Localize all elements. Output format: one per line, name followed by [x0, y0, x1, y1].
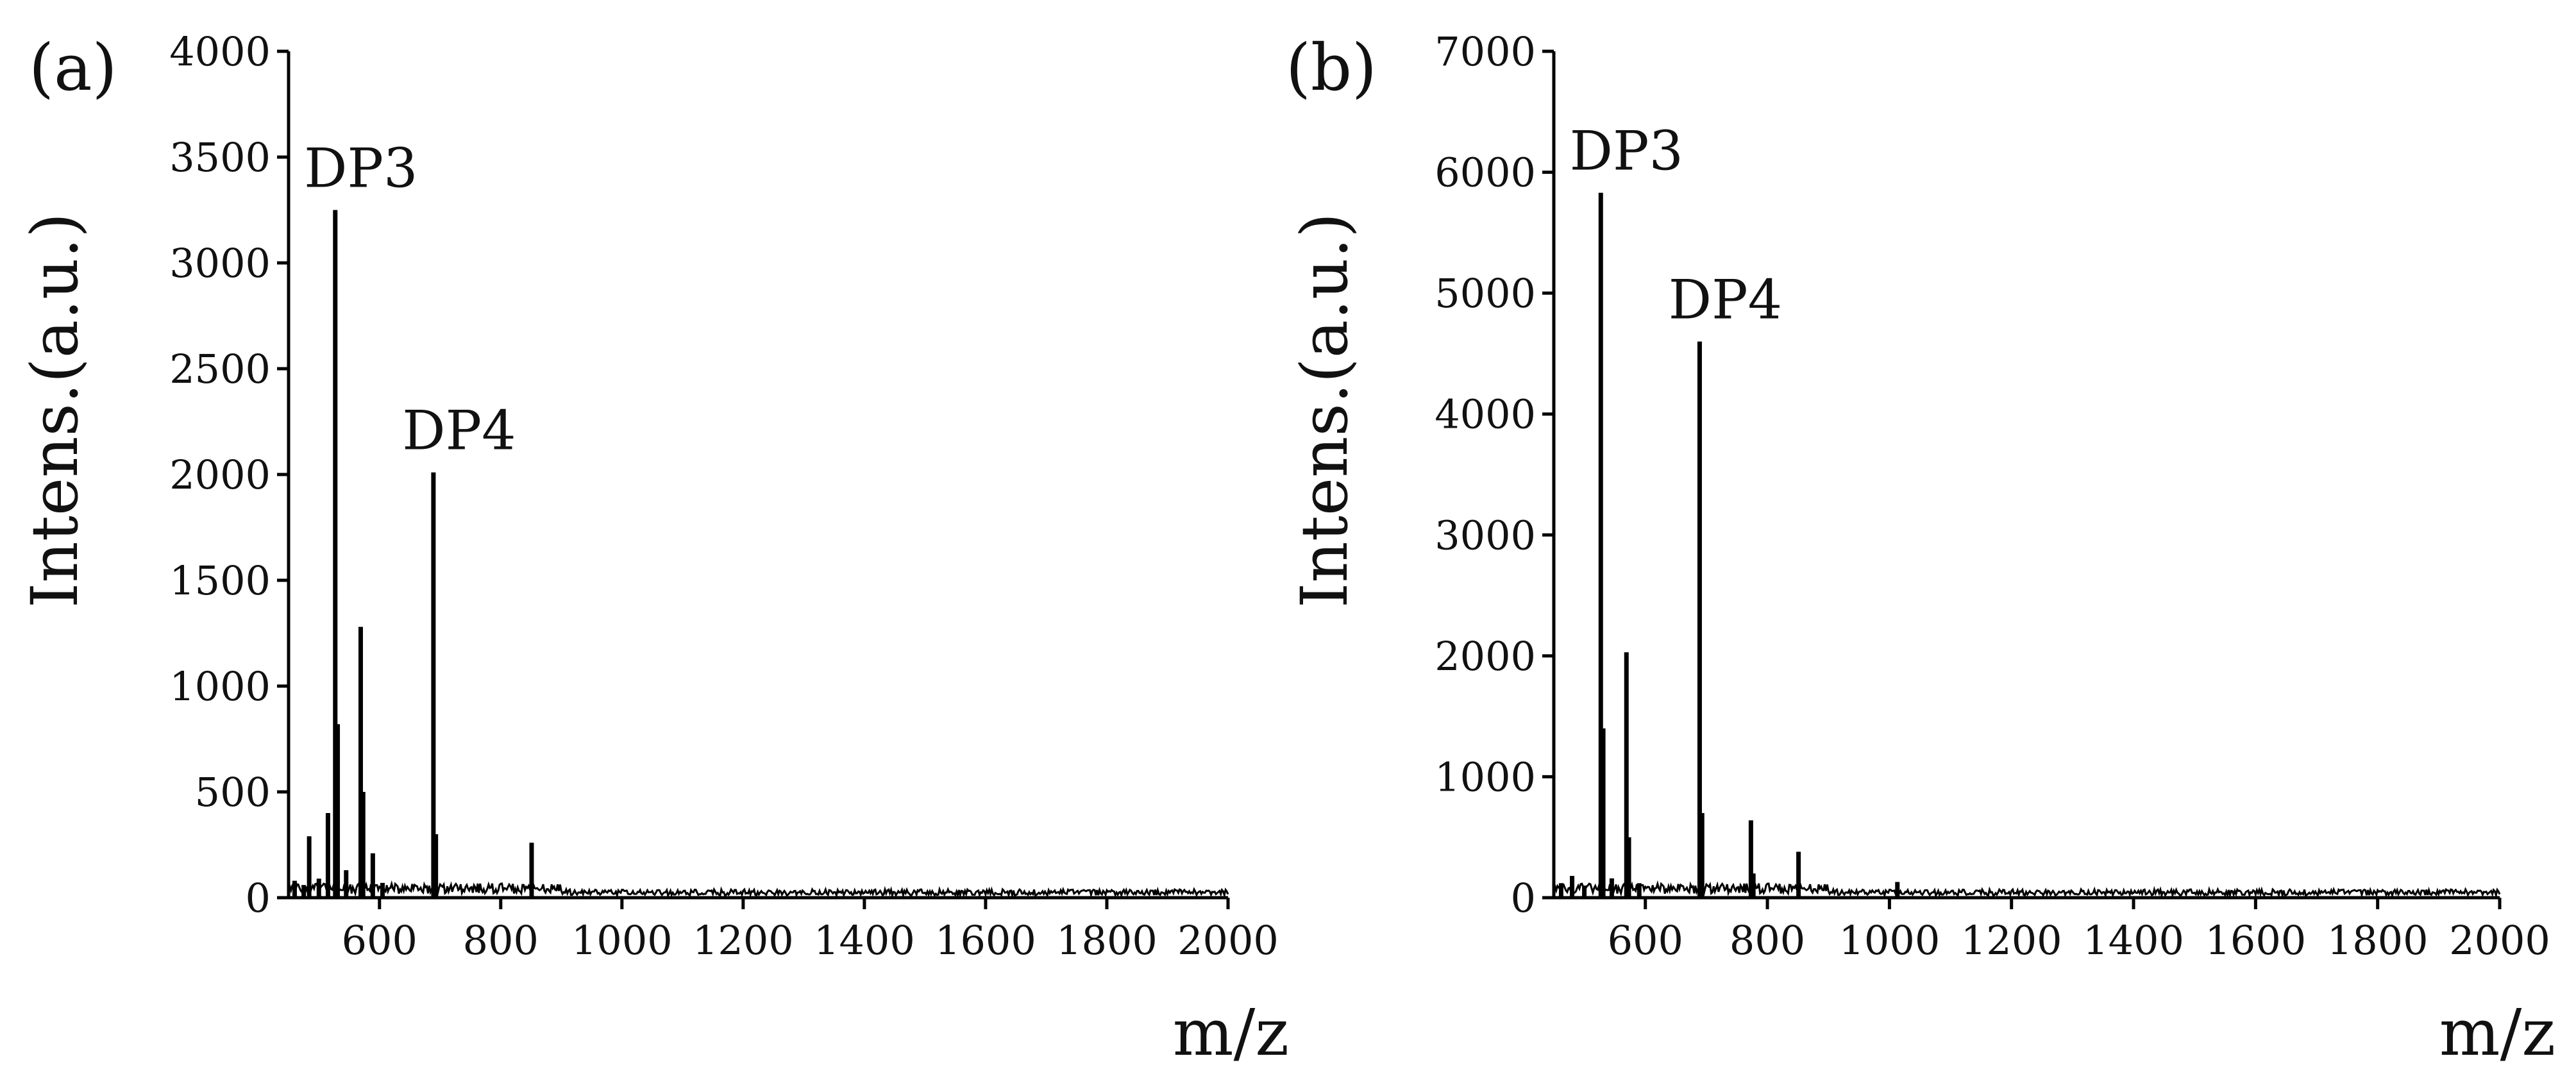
x-tick-label: 1400	[814, 917, 915, 964]
panel-b-chart: (b) Intens.(a.u.) m/z 0 1000 2000 3000 4000 5…	[1286, 28, 2555, 1070]
x-tick-label: 1400	[2083, 917, 2184, 964]
x-tick-label: 1000	[1839, 917, 1940, 964]
y-tick-label: 1500	[169, 557, 271, 604]
x-tick-label: 800	[463, 917, 539, 964]
panel-b-x-axis-label: m/z	[2439, 995, 2555, 1070]
x-tick-label: 2000	[2449, 917, 2550, 964]
y-tick-label: 4000	[169, 28, 271, 75]
peak-annotation: DP4	[402, 399, 516, 462]
peak-annotation: DP3	[304, 137, 417, 200]
x-tick-label: 2000	[1177, 917, 1279, 964]
y-tick-label: 0	[246, 875, 271, 921]
panel-a-chart: (a) Intens.(a.u.) m/z 0 500 1000 1500 2000 25…	[17, 28, 1289, 1070]
peak-annotation: DP3	[1570, 120, 1683, 183]
y-tick-label: 1000	[169, 663, 271, 710]
panel-a-label: (a)	[29, 30, 117, 105]
panel-b-label: (b)	[1286, 30, 1377, 105]
x-tick-label: 1600	[935, 917, 1036, 964]
y-tick-label: 2000	[1435, 633, 1536, 680]
y-tick-label: 500	[195, 769, 271, 816]
panel-b-plot-area: 0 1000 2000 3000 4000 5000 6000 7000 600 800 1000 1…	[1435, 28, 2550, 964]
noise-baseline	[1553, 880, 2501, 900]
y-tick-label: 3000	[1435, 512, 1536, 558]
x-tick-label: 600	[342, 917, 417, 964]
y-tick-label: 3500	[169, 134, 271, 181]
peak-annotation: DP4	[1669, 269, 1782, 332]
panel-a-x-axis-label: m/z	[1173, 995, 1289, 1070]
y-tick-label: 1000	[1435, 753, 1536, 800]
x-tick-label: 1200	[1961, 917, 2062, 964]
panel-a-plot-area: 0 500 1000 1500 2000 2500 3000 3500 4000 600 800 10…	[169, 28, 1279, 964]
x-tick-label: 1000	[571, 917, 673, 964]
y-tick-label: 7000	[1435, 28, 1536, 75]
x-tick-label: 600	[1608, 917, 1683, 964]
y-tick-label: 4000	[1435, 391, 1536, 438]
panel-a-y-axis-label: Intens.(a.u.)	[17, 213, 92, 608]
x-tick-label: 1200	[693, 917, 794, 964]
y-tick-label: 3000	[169, 240, 271, 287]
y-tick-label: 2500	[169, 346, 271, 392]
y-tick-label: 2000	[169, 451, 271, 498]
x-tick-label: 1800	[2327, 917, 2429, 964]
panel-b-y-axis-label: Intens.(a.u.)	[1287, 213, 1362, 608]
x-tick-label: 800	[1730, 917, 1805, 964]
y-tick-label: 0	[1511, 875, 1536, 921]
y-tick-label: 6000	[1435, 149, 1536, 196]
noise-baseline	[288, 880, 1229, 900]
x-tick-label: 1600	[2205, 917, 2306, 964]
x-tick-label: 1800	[1056, 917, 1158, 964]
y-tick-label: 5000	[1435, 270, 1536, 317]
